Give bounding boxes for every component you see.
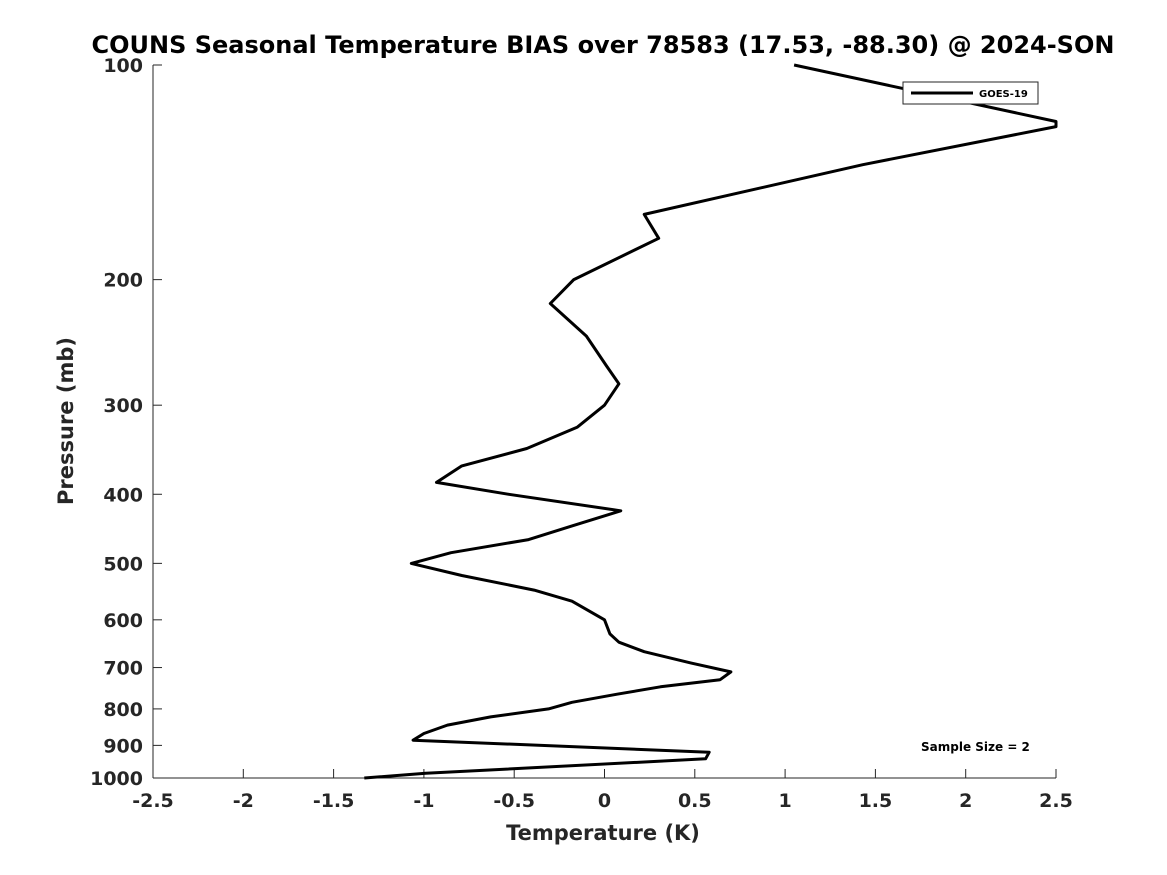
- chart-title: COUNS Seasonal Temperature BIAS over 785…: [92, 31, 1115, 59]
- x-tick-label: -2: [233, 790, 254, 812]
- x-tick-label: 0: [598, 790, 611, 812]
- y-tick-label: 600: [103, 610, 143, 632]
- y-axis-label: Pressure (mb): [54, 337, 78, 505]
- y-tick-label: 300: [103, 395, 143, 417]
- y-tick-label: 200: [103, 270, 143, 292]
- sample-size-annotation: Sample Size = 2: [921, 740, 1030, 754]
- plot-area: -2.5 -2 -1.5 -1 -0.5 0 0.5 1 1.5 2 2.5 100 200 300 400…: [90, 55, 1073, 812]
- x-tick-label: 2: [959, 790, 972, 812]
- legend-label: GOES-19: [979, 89, 1028, 100]
- y-tick-label: 400: [103, 484, 143, 506]
- x-tick-label: -1.5: [313, 790, 355, 812]
- y-tick-label: 900: [103, 735, 143, 757]
- y-tick-label: 1000: [90, 768, 143, 790]
- x-tick-label: 0.5: [678, 790, 712, 812]
- y-tick-label: 700: [103, 658, 143, 680]
- x-tick-label: 1: [778, 790, 791, 812]
- series-line-goes-19: [364, 63, 1058, 780]
- x-tick-label: -0.5: [493, 790, 535, 812]
- x-tick-label: 1.5: [859, 790, 893, 812]
- y-tick-label: 800: [103, 699, 143, 721]
- y-tick-label: 500: [103, 553, 143, 575]
- y-tick-label: 100: [103, 55, 143, 77]
- x-tick-label: 2.5: [1039, 790, 1073, 812]
- x-tick-label: -2.5: [132, 790, 174, 812]
- x-tick-label: -1: [413, 790, 434, 812]
- x-axis-label: Temperature (K): [506, 821, 700, 845]
